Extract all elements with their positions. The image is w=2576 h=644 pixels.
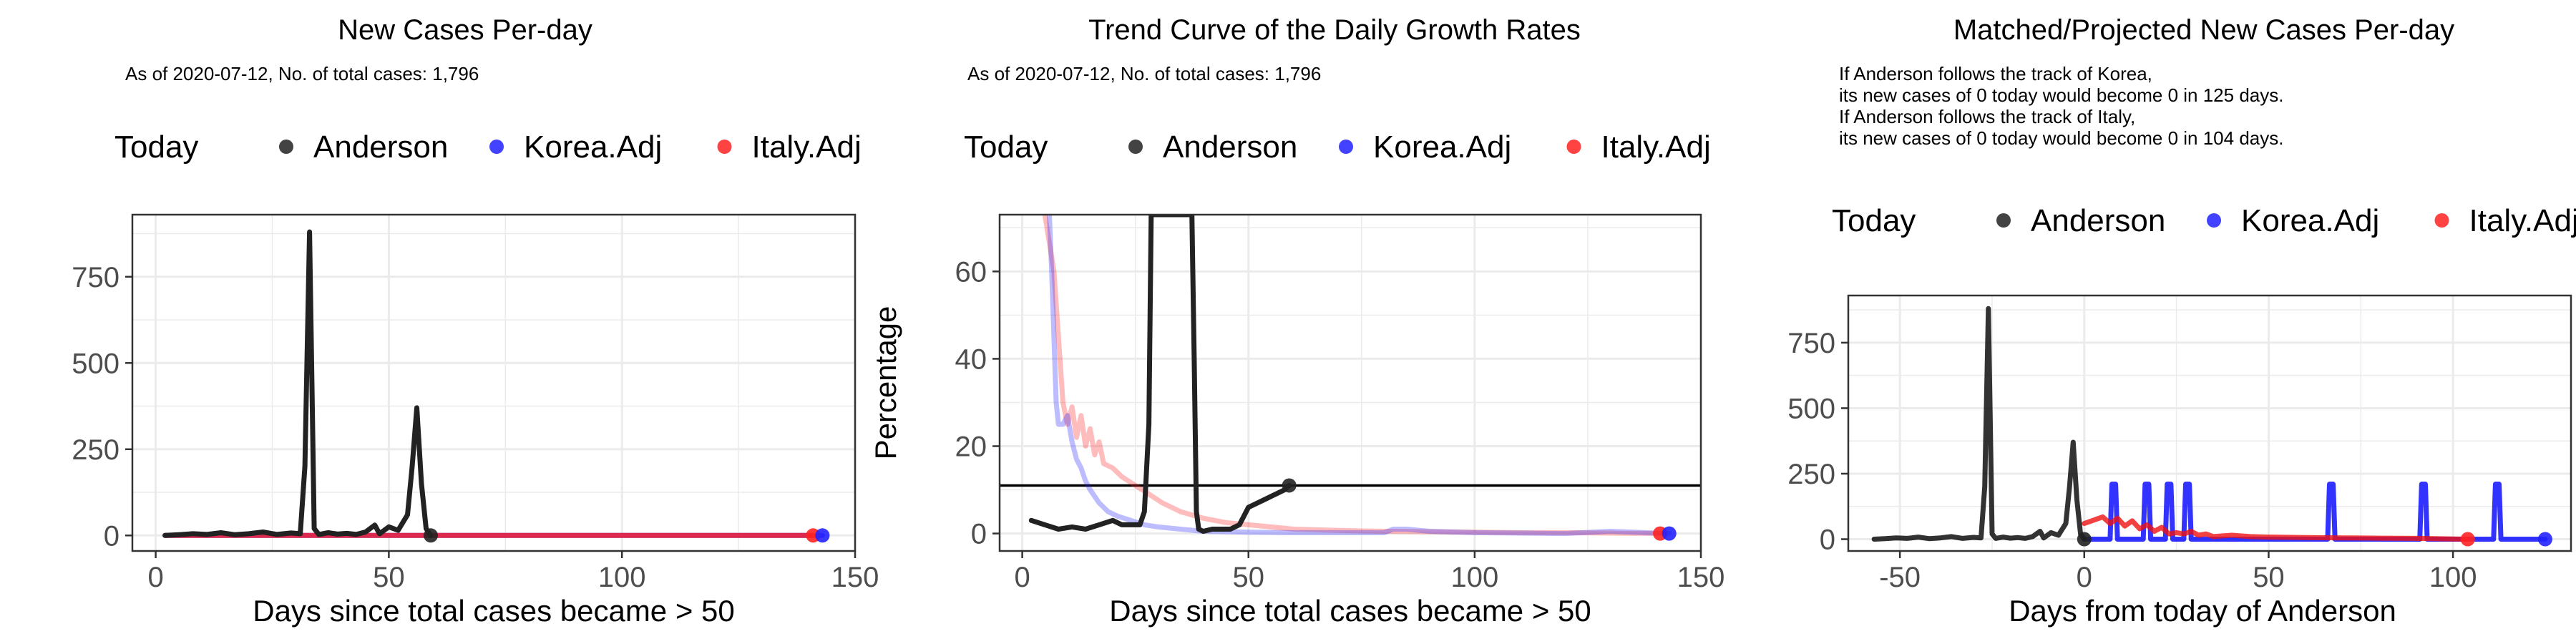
legend: Today Anderson Korea.Adj Italy.Adj	[1832, 203, 2576, 238]
x-tick-label: -50	[1879, 562, 1921, 593]
today-point-korea-adj	[1662, 526, 1677, 541]
x-tick-label: 150	[831, 562, 879, 593]
legend-title: Today	[114, 130, 198, 165]
plot-border	[998, 213, 1702, 552]
legend-label-korea-adj: Korea.Adj	[1373, 130, 1511, 165]
x-tick-label: 100	[598, 562, 646, 593]
x-axis-title: Days since total cases became > 50	[253, 594, 735, 628]
legend-label-italy-adj: Italy.Adj	[2469, 203, 2576, 238]
x-tick-label: 0	[1014, 562, 1030, 593]
y-tick-label: 250	[1787, 459, 1835, 490]
legend-label-italy-adj: Italy.Adj	[1601, 130, 1711, 165]
today-point-italy-adj	[2460, 532, 2475, 547]
legend-title: Today	[1832, 203, 1916, 238]
today-point-anderson	[424, 528, 439, 543]
legend-label-anderson: Anderson	[313, 130, 448, 165]
legend-label-italy-adj: Italy.Adj	[752, 130, 862, 165]
chart-panel-2: Trend Curve of the Daily Growth Rates As …	[869, 14, 1724, 628]
chart-subtitle-line: As of 2020-07-12, No. of total cases: 1,…	[125, 63, 479, 84]
y-tick-label: 60	[955, 256, 987, 288]
x-tick-label: 50	[2253, 562, 2285, 593]
plot-background	[132, 215, 855, 551]
x-tick-label: 0	[2077, 562, 2092, 593]
y-tick-label: 20	[955, 431, 987, 463]
plot-background	[1848, 296, 2571, 551]
gridlines	[1000, 215, 1702, 551]
plot-border	[131, 213, 857, 552]
y-tick-label: 500	[1787, 393, 1835, 424]
series-line-italy-adj	[1042, 215, 1663, 537]
chart-subtitle-line: its new cases of 0 today would become 0 …	[1839, 127, 2283, 149]
legend-label-anderson: Anderson	[2031, 203, 2165, 238]
series-line-anderson	[162, 229, 434, 538]
chart-title: Matched/Projected New Cases Per-day	[1953, 14, 2454, 46]
legend: Today Anderson Korea.Adj Italy.Adj	[114, 130, 862, 165]
x-axis-title: Days from today of Anderson	[2009, 594, 2396, 628]
x-tick-label: 50	[1232, 562, 1264, 593]
today-point-korea-adj	[815, 528, 830, 543]
chart-title: Trend Curve of the Daily Growth Rates	[1088, 14, 1581, 46]
plot-border	[1847, 294, 2572, 552]
legend-marker-korea-adj	[2207, 213, 2221, 228]
today-point-anderson	[1282, 478, 1297, 493]
x-tick-label: 100	[2429, 562, 2477, 593]
chart-panel-1: New Cases Per-day As of 2020-07-12, No. o…	[72, 14, 879, 628]
y-tick-label: 750	[72, 262, 119, 293]
chart-title: New Cases Per-day	[338, 14, 592, 46]
y-tick-label: 250	[72, 434, 119, 466]
chart-subtitle-line: its new cases of 0 today would become 0 …	[1839, 84, 2283, 106]
legend-marker-italy-adj	[2434, 213, 2449, 228]
y-tick-label: 500	[72, 348, 119, 379]
x-tick-label: 0	[147, 562, 163, 593]
legend-marker-korea-adj	[489, 140, 504, 154]
series-line-anderson	[1871, 306, 2087, 542]
x-tick-label: 100	[1450, 562, 1498, 593]
x-tick-label: 50	[373, 562, 405, 593]
legend-label-korea-adj: Korea.Adj	[2241, 203, 2379, 238]
legend-marker-korea-adj	[1339, 140, 1353, 154]
series-line-anderson	[1028, 215, 1292, 534]
chart-subtitle-line: As of 2020-07-12, No. of total cases: 1,…	[967, 63, 1321, 84]
series-line-italy-adj	[2082, 514, 2471, 542]
data-area	[1000, 215, 1701, 537]
data-area	[162, 229, 825, 538]
today-point-korea-adj	[2537, 532, 2552, 547]
legend-marker-anderson	[1996, 213, 2011, 228]
chart-panel-3: Matched/Projected New Cases Per-day If An…	[1787, 14, 2576, 628]
x-tick-label: 150	[1677, 562, 1725, 593]
y-tick-label: 0	[971, 519, 987, 550]
plot-background	[1000, 215, 1701, 551]
x-axis-title: Days since total cases became > 50	[1109, 594, 1591, 628]
chart-subtitle-line: If Anderson follows the track of Italy,	[1839, 106, 2135, 127]
legend-label-anderson: Anderson	[1163, 130, 1297, 165]
y-axis-title: Percentage	[869, 306, 902, 460]
legend: Today Anderson Korea.Adj Italy.Adj	[964, 130, 1711, 165]
chart-subtitle-line: If Anderson follows the track of Korea,	[1839, 63, 2152, 84]
legend-label-korea-adj: Korea.Adj	[524, 130, 662, 165]
legend-marker-anderson	[1128, 140, 1143, 154]
today-point-anderson	[2077, 532, 2092, 547]
y-tick-label: 40	[955, 343, 987, 375]
y-tick-label: 750	[1787, 328, 1835, 359]
legend-marker-anderson	[279, 140, 293, 154]
legend-marker-italy-adj	[1566, 140, 1581, 154]
legend-title: Today	[964, 130, 1048, 165]
y-tick-label: 0	[104, 520, 119, 552]
y-tick-label: 0	[1820, 525, 1835, 556]
legend-marker-italy-adj	[717, 140, 732, 154]
